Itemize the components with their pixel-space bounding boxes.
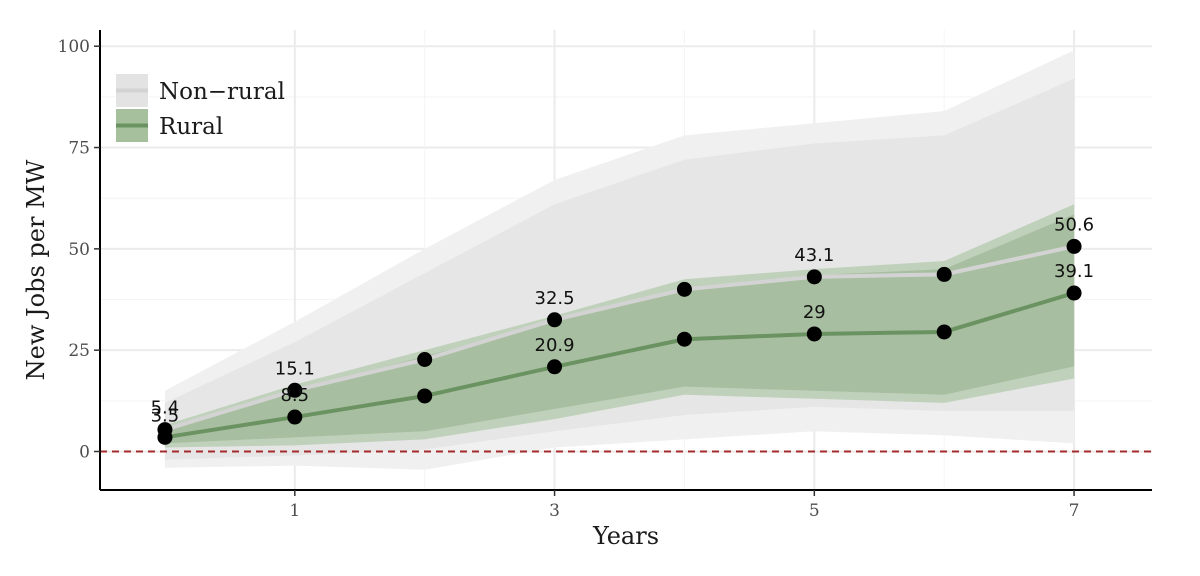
data-point-rural <box>936 324 952 340</box>
y-axis-title: New Jobs per MW <box>22 159 50 380</box>
data-label-rural: 39.1 <box>1054 261 1094 282</box>
data-label-rural: 8.5 <box>280 385 309 406</box>
data-point-rural <box>1066 285 1082 301</box>
y-tick-label: 50 <box>68 240 90 260</box>
data-point-rural <box>417 388 433 404</box>
series-lines <box>164 244 1075 440</box>
data-labels: 5.4 15.1 32.5 43.1 50.6 3.5 8.5 20.9 29 39.1 <box>151 214 1094 426</box>
data-point-rural <box>806 326 822 342</box>
ci-inner-band-rural <box>164 214 1075 444</box>
confidence-bands <box>164 50 1075 470</box>
x-tick-label: 1 <box>289 501 300 521</box>
data-label-non-rural: 50.6 <box>1054 214 1094 235</box>
data-points <box>157 238 1082 445</box>
data-label-rural: 20.9 <box>535 335 575 356</box>
series-line-non-rural <box>164 244 1075 432</box>
x-tick-label: 7 <box>1069 501 1080 521</box>
data-label-rural: 29 <box>803 302 826 323</box>
data-point-non-rural <box>547 312 563 328</box>
data-point-rural <box>676 331 692 347</box>
x-axis-title: Years <box>592 522 659 550</box>
data-label-non-rural: 15.1 <box>275 358 315 379</box>
x-tick-label: 5 <box>809 501 820 521</box>
y-tick-label: 0 <box>79 442 90 462</box>
data-label-rural: 3.5 <box>151 405 180 426</box>
data-point-non-rural <box>936 266 952 282</box>
data-point-non-rural <box>676 281 692 297</box>
series-line-rural <box>164 291 1075 440</box>
legend-label-non-rural: Non−rural <box>159 79 285 105</box>
data-point-non-rural <box>1066 238 1082 254</box>
axes <box>94 30 1152 496</box>
data-point-non-rural <box>287 382 303 398</box>
y-tick-label: 100 <box>58 37 90 57</box>
data-point-rural <box>287 409 303 425</box>
data-point-non-rural <box>806 269 822 285</box>
data-point-non-rural <box>417 351 433 367</box>
y-tick-label: 75 <box>68 139 90 159</box>
data-label-non-rural: 5.4 <box>151 398 180 419</box>
data-point-rural <box>547 359 563 375</box>
data-label-non-rural: 43.1 <box>794 245 834 266</box>
legend-label-rural: Rural <box>159 114 223 140</box>
tick-labels: 0 25 50 75 100 1 3 5 7 <box>58 37 1080 521</box>
data-point-rural <box>157 429 173 445</box>
y-tick-label: 25 <box>68 341 90 361</box>
legend: Non−rural Rural <box>116 74 285 142</box>
data-label-non-rural: 32.5 <box>535 288 575 309</box>
x-tick-label: 3 <box>549 501 560 521</box>
